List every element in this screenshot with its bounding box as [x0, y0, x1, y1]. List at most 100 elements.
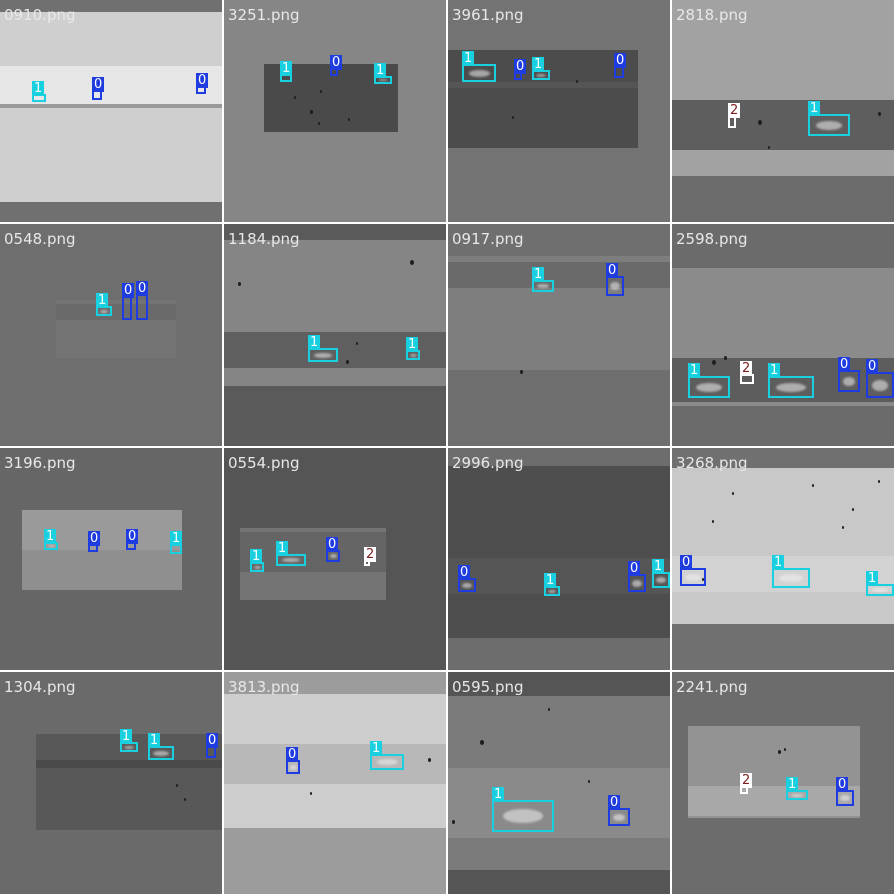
defect-speck — [548, 708, 550, 711]
detection-label: 1 — [866, 571, 879, 586]
detection-box-class-1: 1 — [370, 741, 404, 770]
image-tile: 0917.png 1 0 — [448, 224, 670, 446]
detection-box-class-0: 0 — [196, 73, 209, 94]
defect-glint — [685, 573, 701, 581]
detection-box-class-1: 1 — [406, 337, 420, 360]
detection-label: 0 — [326, 537, 339, 552]
detection-box-class-2: 2 — [364, 547, 377, 566]
detection-box-class-0: 0 — [458, 565, 476, 592]
image-tile: 0910.png 1 0 0 — [0, 0, 222, 222]
detection-box-class-1: 1 — [280, 61, 293, 82]
defect-glint — [695, 382, 723, 392]
detection-label: 1 — [120, 729, 133, 744]
tile-filename: 2598.png — [676, 230, 748, 248]
defect-glint — [612, 813, 626, 821]
defect-glint — [536, 73, 546, 77]
defect-speck — [768, 146, 770, 149]
detection-box-class-0: 0 — [680, 555, 706, 586]
image-tile: 2996.png 0 1 0 1 — [448, 448, 670, 670]
detection-box-class-1: 1 — [786, 777, 808, 800]
detection-label: 1 — [406, 337, 419, 352]
detection-label: 1 — [772, 555, 785, 570]
detection-label: 0 — [206, 733, 219, 748]
defect-speck — [480, 740, 484, 745]
tile-filename: 0910.png — [4, 6, 76, 24]
defect-glint — [502, 809, 544, 823]
tile-filename: 3813.png — [228, 678, 300, 696]
defect-speck — [758, 120, 762, 125]
detection-label: 1 — [808, 101, 821, 116]
detection-label: 2 — [740, 361, 753, 376]
detection-label: 1 — [44, 529, 57, 544]
detection-label: 0 — [838, 357, 851, 372]
detection-box-class-1: 1 — [768, 363, 814, 398]
defect-speck — [184, 798, 186, 801]
detection-label: 0 — [628, 561, 641, 576]
detection-label: 0 — [330, 55, 343, 70]
tile-filename: 1184.png — [228, 230, 300, 248]
detection-label: 0 — [866, 359, 879, 374]
detection-label: 1 — [148, 733, 161, 748]
defect-speck — [294, 96, 296, 99]
detection-label: 2 — [740, 773, 753, 788]
tile-filename: 0917.png — [452, 230, 524, 248]
defect-glint — [632, 579, 642, 587]
defect-glint — [376, 759, 398, 765]
tile-filename: 3961.png — [452, 6, 524, 24]
detection-label: 0 — [92, 77, 105, 92]
detection-box-class-0: 0 — [126, 529, 139, 550]
defect-glint — [547, 589, 557, 593]
detection-label: 1 — [370, 741, 383, 756]
defect-glint — [656, 577, 666, 583]
detection-box-class-2: 2 — [740, 361, 754, 384]
image-tile: 2241.png 2 1 0 — [672, 672, 894, 894]
detection-label: 1 — [32, 81, 45, 96]
defect-speck — [356, 342, 358, 345]
image-region — [448, 466, 670, 638]
defect-speck — [310, 792, 312, 795]
defect-glint — [842, 376, 856, 386]
defect-glint — [329, 554, 337, 558]
detection-box-class-0: 0 — [838, 357, 860, 392]
detection-box-class-2: 2 — [728, 103, 741, 128]
detection-label: 0 — [514, 59, 527, 74]
image-region — [240, 532, 386, 572]
image-tile: 2818.png 2 1 — [672, 0, 894, 222]
tile-filename: 0548.png — [4, 230, 76, 248]
detection-box-class-1: 1 — [44, 529, 58, 550]
defect-speck — [238, 282, 241, 286]
image-tile: 0548.png 1 0 0 — [0, 224, 222, 446]
defect-speck — [852, 508, 854, 511]
image-tile: 0595.png 1 0 — [448, 672, 670, 894]
defect-speck — [348, 118, 350, 121]
detection-box-class-1: 1 — [308, 335, 338, 362]
tile-filename: 0554.png — [228, 454, 300, 472]
detection-box-class-0: 0 — [206, 733, 219, 758]
defect-glint — [124, 745, 134, 749]
image-region — [672, 100, 894, 150]
defect-speck — [784, 748, 786, 751]
detection-box-class-1: 1 — [544, 573, 560, 596]
detection-box-class-0: 0 — [286, 747, 300, 774]
image-region — [672, 468, 894, 624]
defect-speck — [588, 780, 590, 783]
image-tile: 3196.png 1 0 0 1 — [0, 448, 222, 670]
tile-filename: 3251.png — [228, 6, 300, 24]
image-region — [448, 262, 670, 288]
defect-glint — [281, 558, 301, 562]
defect-speck — [428, 758, 431, 762]
detection-box-class-0: 0 — [606, 263, 624, 296]
detection-box-class-1: 1 — [120, 729, 138, 752]
defect-speck — [702, 578, 704, 581]
detection-label: 1 — [688, 363, 701, 378]
detection-label: 1 — [276, 541, 289, 556]
image-tile: 3251.png 1 0 1 — [224, 0, 446, 222]
defect-speck — [346, 360, 349, 364]
image-tile: 3813.png 0 1 — [224, 672, 446, 894]
detection-label: 1 — [492, 787, 505, 802]
image-region — [688, 786, 860, 816]
defect-speck — [712, 520, 714, 523]
detection-box-class-1: 1 — [808, 101, 850, 136]
defect-speck — [176, 784, 178, 787]
